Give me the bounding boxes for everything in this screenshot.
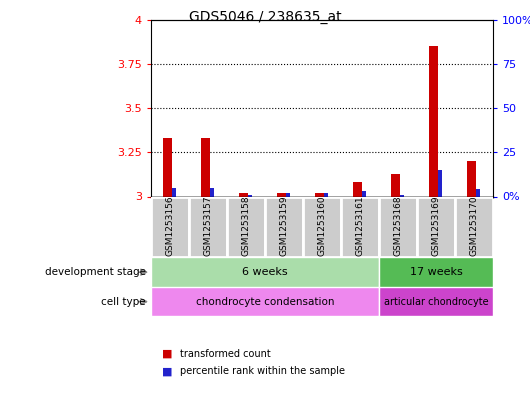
Bar — [341, 196, 379, 257]
Text: GSM1253168: GSM1253168 — [393, 195, 402, 256]
Bar — [151, 196, 189, 257]
Bar — [438, 170, 442, 196]
Bar — [467, 161, 475, 196]
Bar — [361, 191, 366, 196]
Text: articular chondrocyte: articular chondrocyte — [384, 297, 488, 307]
Bar — [172, 188, 176, 196]
Bar — [303, 196, 341, 257]
Text: development stage: development stage — [45, 267, 146, 277]
Bar — [379, 287, 493, 316]
Bar — [354, 182, 361, 196]
Bar — [277, 193, 286, 196]
Bar — [189, 196, 227, 257]
Bar — [151, 257, 379, 287]
Bar — [286, 193, 290, 196]
Bar — [455, 196, 493, 257]
Text: chondrocyte condensation: chondrocyte condensation — [196, 297, 334, 307]
Text: 6 weeks: 6 weeks — [242, 267, 288, 277]
Text: GSM1253170: GSM1253170 — [470, 195, 479, 256]
Bar — [151, 287, 379, 316]
Text: GSM1253158: GSM1253158 — [242, 195, 251, 256]
Text: transformed count: transformed count — [180, 349, 271, 359]
Bar — [400, 195, 404, 196]
Bar — [379, 196, 417, 257]
Text: GSM1253159: GSM1253159 — [279, 195, 288, 256]
Bar — [475, 189, 480, 196]
Text: GSM1253156: GSM1253156 — [165, 195, 174, 256]
Text: percentile rank within the sample: percentile rank within the sample — [180, 366, 345, 376]
Bar — [429, 46, 438, 196]
Bar — [240, 193, 248, 196]
Bar — [265, 196, 303, 257]
Text: GSM1253157: GSM1253157 — [204, 195, 213, 256]
Text: cell type: cell type — [101, 297, 146, 307]
Text: GSM1253161: GSM1253161 — [356, 195, 365, 256]
Bar — [391, 174, 400, 196]
Bar — [417, 196, 455, 257]
Bar — [379, 257, 493, 287]
Bar — [324, 193, 328, 196]
Text: ■: ■ — [162, 349, 172, 359]
Text: GSM1253169: GSM1253169 — [431, 195, 440, 256]
Bar — [163, 138, 172, 196]
Text: GSM1253160: GSM1253160 — [317, 195, 326, 256]
Bar — [201, 138, 210, 196]
Bar — [248, 195, 252, 196]
Text: 17 weeks: 17 weeks — [410, 267, 462, 277]
Bar — [227, 196, 265, 257]
Bar — [315, 193, 324, 196]
Bar — [210, 188, 214, 196]
Text: GDS5046 / 238635_at: GDS5046 / 238635_at — [189, 10, 341, 24]
Text: ■: ■ — [162, 366, 172, 376]
